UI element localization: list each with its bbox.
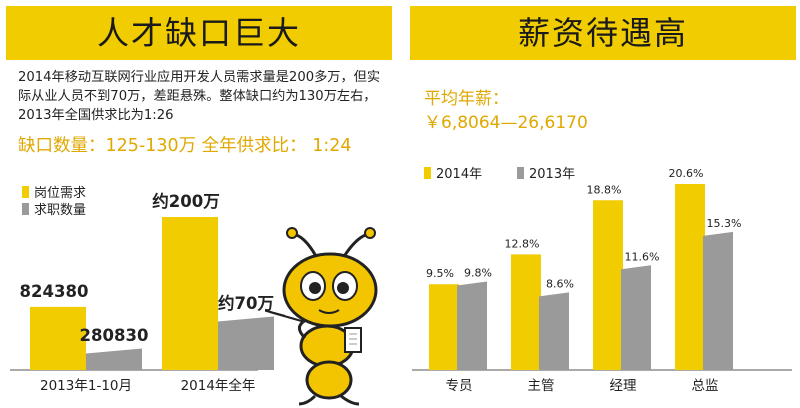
data-label-right-chart-3-1: 15.3% [707,217,742,230]
legend-swatch-demand [22,186,29,198]
data-label-right-chart-0-1: 9.8% [464,267,492,280]
right-title-banner: 薪资待遇高 [410,6,796,60]
bar-left-chart-1-1 [218,316,274,370]
legend-item-demand: 岗位需求 [22,182,86,201]
salary-growth-bar-chart: 9.5% 9.8% 专员 12.8% 8.6% 主管 18.8% 11.6% 经理 20.6% 15… [412,167,792,394]
bar-left-chart-1-0 [162,217,218,370]
legend-label-2013: 2013年 [529,167,576,182]
legend-item-2013: 2013年 [517,163,575,182]
ant-mascot-illustration [265,227,378,406]
data-label-right-chart-3-0: 20.6% [669,167,704,180]
bar-right-chart-1-0 [511,254,541,370]
bar-right-chart-0-1 [457,281,487,370]
data-label-right-chart-2-1: 11.6% [625,250,660,263]
data-label-left-chart-1-1: 约70万 [218,293,274,313]
salary-label: 平均年薪： [424,89,509,109]
right-title: 薪资待遇高 [517,14,688,52]
legend-item-2014: 2014年 [424,163,482,182]
data-label-right-chart-1-1: 8.6% [546,277,574,290]
bar-right-chart-2-0 [593,200,623,370]
left-title-banner: 人才缺口巨大 [6,6,392,60]
data-label-left-chart-1-0: 约200万 [152,191,219,211]
legend-label-demand: 岗位需求 [34,186,87,201]
category-label-left-chart-1: 2014年全年 [181,377,256,394]
bar-left-chart-0-0 [30,306,86,370]
category-label-right-chart-1: 主管 [528,378,555,394]
legend-swatch-2014 [424,167,431,179]
category-label-left-chart-0: 2013年1-10月 [40,378,132,394]
salary-range: ￥6,8064—26,6170 [424,113,588,133]
bar-left-chart-0-1 [86,348,142,370]
data-label-right-chart-0-0: 9.5% [426,267,454,280]
legend-swatch-applicants [22,203,29,215]
right-panel: 薪资待遇高 平均年薪： ￥6,8064—26,6170 2014年 2013年 … [404,0,800,408]
legend-label-2014: 2014年 [436,167,483,182]
bar-right-chart-1-1 [539,292,569,370]
intro-text: 2014年移动互联网行业应用开发人员需求量是200多万，但实际从业人员不到70万… [18,70,381,123]
bar-right-chart-3-1 [703,231,733,370]
data-label-right-chart-1-0: 12.8% [505,237,540,250]
data-label-left-chart-0-1: 280830 [80,326,149,345]
left-panel: 人才缺口巨大 2014年移动互联网行业应用开发人员需求量是200多万，但实际从业… [6,6,392,406]
category-label-right-chart-0: 专员 [446,378,473,394]
category-label-right-chart-3: 总监 [692,378,719,394]
left-title: 人才缺口巨大 [96,14,301,52]
data-label-left-chart-0-0: 824380 [20,282,89,301]
bar-right-chart-2-1 [621,265,651,370]
legend-swatch-2013 [517,167,524,179]
data-label-right-chart-2-0: 18.8% [587,183,622,196]
gap-summary: 缺口数量：125-130万 全年供求比： 1:24 [18,136,352,156]
legend-item-applicants: 求职数量 [22,199,86,218]
legend-label-applicants: 求职数量 [34,203,87,218]
bar-right-chart-0-0 [429,284,459,370]
category-label-right-chart-2: 经理 [610,378,638,394]
bar-right-chart-3-0 [675,184,705,370]
